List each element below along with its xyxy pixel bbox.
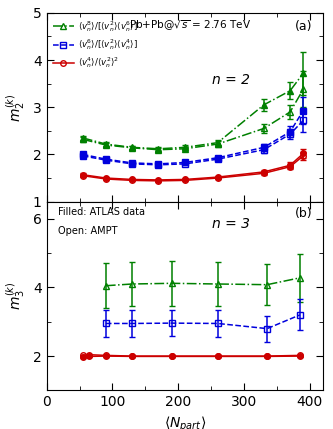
Y-axis label: $m_2^{(k)}$: $m_2^{(k)}$ (5, 93, 27, 121)
Text: n = 2: n = 2 (212, 73, 250, 87)
Y-axis label: $m_3^{(k)}$: $m_3^{(k)}$ (5, 282, 27, 310)
Text: Pb+Pb@$\sqrt{s}$ = 2.76 TeV: Pb+Pb@$\sqrt{s}$ = 2.76 TeV (129, 18, 251, 33)
Text: Open: AMPT: Open: AMPT (58, 226, 117, 236)
Legend: $\langle v_n^8\rangle/[\langle v_n^2\rangle\langle v_n^6\rangle]$, $\langle v_n^: $\langle v_n^8\rangle/[\langle v_n^2\ran… (51, 17, 139, 72)
Text: (b): (b) (295, 207, 313, 221)
Text: (a): (a) (295, 21, 313, 33)
X-axis label: $\langle N_{part}\rangle$: $\langle N_{part}\rangle$ (164, 415, 206, 429)
Text: n = 3: n = 3 (212, 217, 250, 231)
Text: Filled: ATLAS data: Filled: ATLAS data (58, 207, 145, 218)
